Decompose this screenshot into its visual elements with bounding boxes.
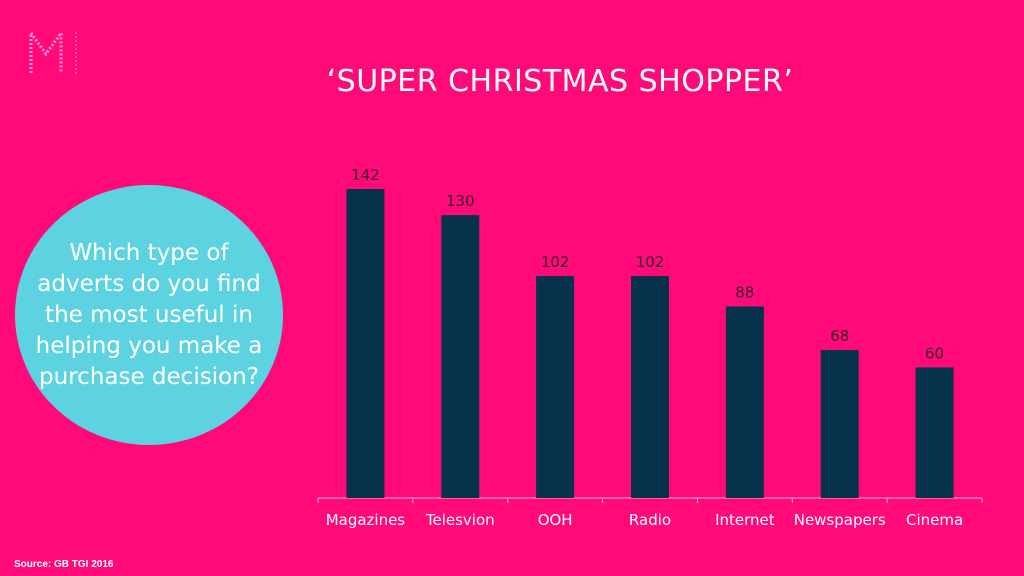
m-logo-icon — [29, 30, 77, 74]
data-label: 60 — [925, 344, 944, 362]
category-label: Telesvion — [425, 511, 495, 529]
data-label: 130 — [446, 192, 475, 210]
data-label: 102 — [541, 253, 570, 271]
bar-magazines — [346, 189, 385, 498]
category-label: Magazines — [326, 511, 406, 529]
data-label: 102 — [636, 253, 665, 271]
data-label: 88 — [735, 284, 754, 302]
category-label: Newspapers — [794, 511, 886, 529]
source-note: Source: GB TGI 2016 — [14, 559, 114, 570]
slide-title: ‘SUPER CHRISTMAS SHOPPER’ — [326, 64, 794, 99]
bar-telesvion — [441, 215, 480, 498]
data-label: 142 — [351, 166, 380, 184]
question-bubble: Which type of adverts do you find the mo… — [15, 185, 283, 445]
category-label: Internet — [715, 511, 775, 529]
bar-newspapers — [820, 350, 859, 498]
category-label: Cinema — [906, 511, 963, 529]
category-label: OOH — [538, 511, 573, 529]
bar-internet — [725, 306, 764, 498]
bar-radio — [631, 276, 669, 498]
bar-chart: 142 Magazines 130 Telesvion 102 OOH 102 Radio 88… — [317, 166, 983, 529]
question-text: Which type of adverts do you find the mo… — [35, 239, 263, 390]
data-label: 68 — [830, 327, 849, 345]
bar-ooh — [536, 276, 575, 498]
bar-cinema — [915, 367, 954, 498]
category-label: Radio — [629, 511, 671, 529]
